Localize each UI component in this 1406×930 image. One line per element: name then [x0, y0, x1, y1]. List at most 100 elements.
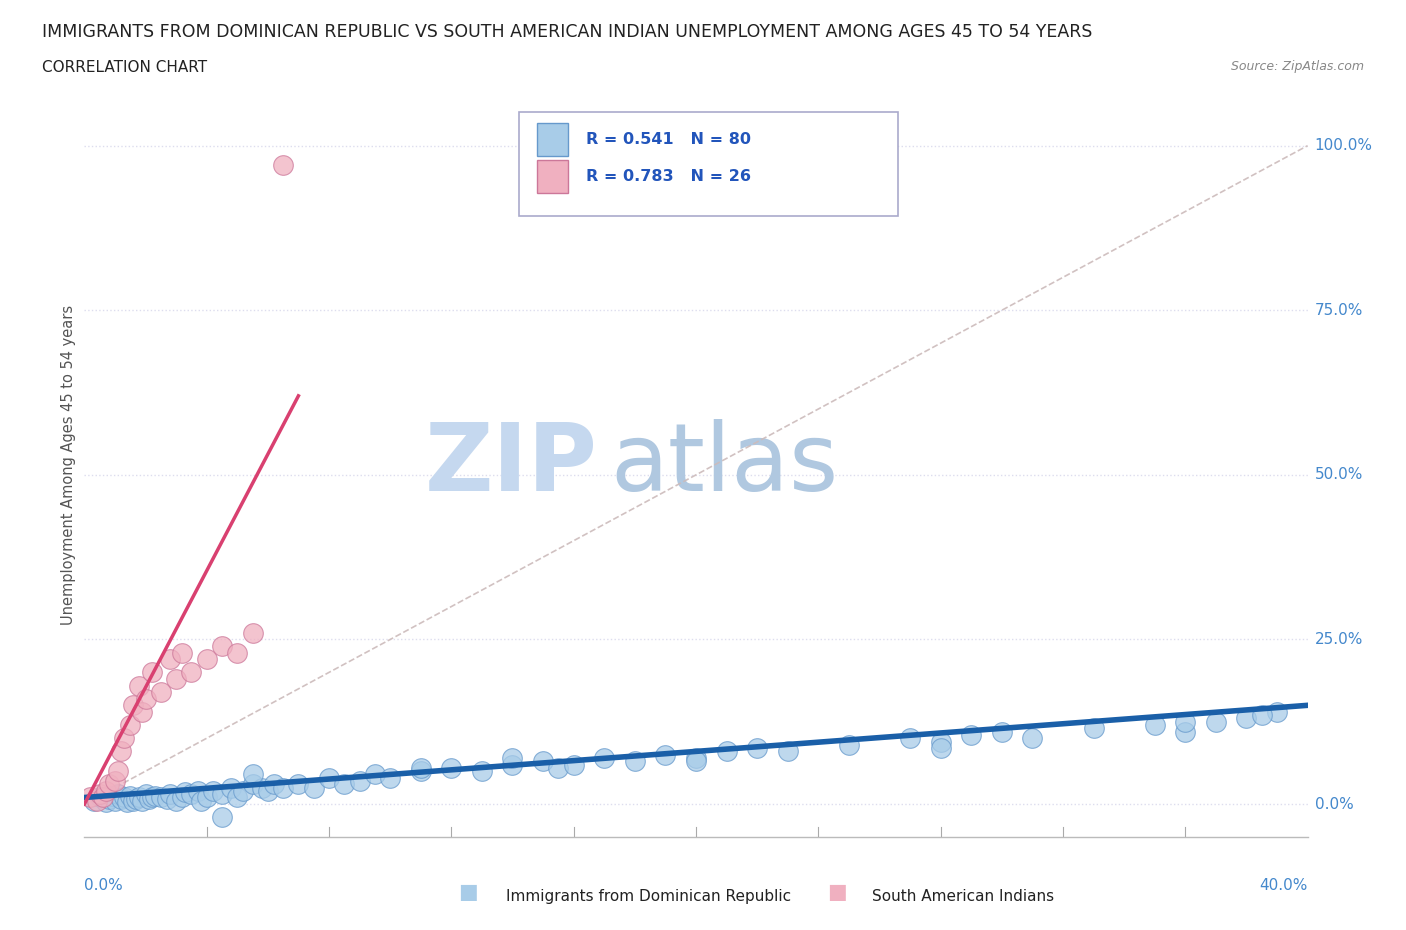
Point	[685, 754, 707, 769]
Point	[242, 626, 264, 641]
Point	[318, 770, 340, 785]
Point	[250, 780, 273, 795]
Point	[180, 787, 202, 802]
Point	[624, 754, 647, 769]
Point	[471, 764, 494, 778]
Text: 40.0%: 40.0%	[1260, 878, 1308, 893]
Point	[186, 783, 208, 798]
Text: R = 0.783   N = 26: R = 0.783 N = 26	[586, 169, 751, 184]
Point	[1205, 714, 1227, 729]
Point	[211, 810, 233, 825]
Point	[94, 794, 117, 809]
Point	[86, 793, 108, 808]
Text: Source: ZipAtlas.com: Source: ZipAtlas.com	[1230, 60, 1364, 73]
Point	[271, 158, 294, 173]
Point	[110, 791, 132, 806]
Point	[898, 731, 921, 746]
Point	[97, 777, 120, 791]
FancyBboxPatch shape	[519, 112, 898, 216]
Point	[101, 789, 124, 804]
Point	[107, 787, 129, 802]
Point	[79, 790, 101, 805]
FancyBboxPatch shape	[537, 160, 568, 193]
Point	[349, 774, 371, 789]
FancyBboxPatch shape	[537, 123, 568, 156]
Point	[149, 790, 172, 805]
Point	[195, 652, 218, 667]
Text: R = 0.541   N = 80: R = 0.541 N = 80	[586, 132, 751, 147]
Point	[115, 794, 138, 809]
Point	[165, 671, 187, 686]
Point	[83, 793, 105, 808]
Point	[128, 790, 150, 805]
Point	[149, 684, 172, 699]
Point	[242, 767, 264, 782]
Point	[135, 691, 157, 706]
Point	[242, 777, 264, 791]
Point	[1265, 704, 1288, 719]
Point	[1143, 718, 1166, 733]
Point	[929, 734, 952, 749]
Point	[131, 704, 153, 719]
Point	[112, 731, 135, 746]
Point	[195, 790, 218, 805]
Point	[380, 770, 402, 785]
Text: IMMIGRANTS FROM DOMINICAN REPUBLIC VS SOUTH AMERICAN INDIAN UNEMPLOYMENT AMONG A: IMMIGRANTS FROM DOMINICAN REPUBLIC VS SO…	[42, 23, 1092, 41]
Point	[501, 751, 523, 765]
Point	[501, 757, 523, 772]
Point	[929, 740, 952, 755]
Point	[120, 789, 142, 804]
Point	[1234, 711, 1257, 726]
Point	[409, 761, 432, 776]
Point	[440, 761, 463, 776]
Point	[1174, 714, 1197, 729]
Point	[190, 793, 212, 808]
Point	[91, 790, 114, 805]
Text: 0.0%: 0.0%	[1315, 797, 1354, 812]
Point	[131, 793, 153, 808]
Point	[211, 639, 233, 654]
Point	[97, 791, 120, 806]
Point	[135, 787, 157, 802]
Text: ■: ■	[458, 882, 478, 902]
Point	[122, 793, 145, 808]
Point	[716, 744, 738, 759]
Point	[745, 740, 768, 755]
Point	[1083, 721, 1105, 736]
Point	[302, 780, 325, 795]
Point	[257, 783, 280, 798]
Point	[138, 791, 160, 806]
Point	[990, 724, 1012, 739]
Point	[104, 774, 127, 789]
Point	[263, 777, 285, 791]
Point	[287, 777, 309, 791]
Point	[89, 787, 111, 802]
Point	[685, 751, 707, 765]
Point	[1174, 724, 1197, 739]
Point	[654, 748, 676, 763]
Point	[409, 764, 432, 778]
Point	[232, 783, 254, 798]
Point	[165, 793, 187, 808]
Point	[960, 727, 983, 742]
Point	[1250, 708, 1272, 723]
Point	[128, 678, 150, 693]
Point	[125, 791, 148, 806]
Text: atlas: atlas	[610, 419, 838, 511]
Text: 100.0%: 100.0%	[1315, 139, 1372, 153]
Point	[94, 783, 117, 798]
Text: 50.0%: 50.0%	[1315, 468, 1362, 483]
Point	[172, 790, 194, 805]
Point	[776, 744, 799, 759]
Text: South American Indians: South American Indians	[872, 889, 1054, 904]
Point	[107, 764, 129, 778]
Point	[333, 777, 356, 791]
Point	[271, 780, 294, 795]
Point	[364, 767, 387, 782]
Point	[226, 790, 249, 805]
Point	[141, 790, 163, 805]
Y-axis label: Unemployment Among Ages 45 to 54 years: Unemployment Among Ages 45 to 54 years	[60, 305, 76, 625]
Text: Immigrants from Dominican Republic: Immigrants from Dominican Republic	[506, 889, 792, 904]
Point	[172, 645, 194, 660]
Point	[593, 751, 616, 765]
